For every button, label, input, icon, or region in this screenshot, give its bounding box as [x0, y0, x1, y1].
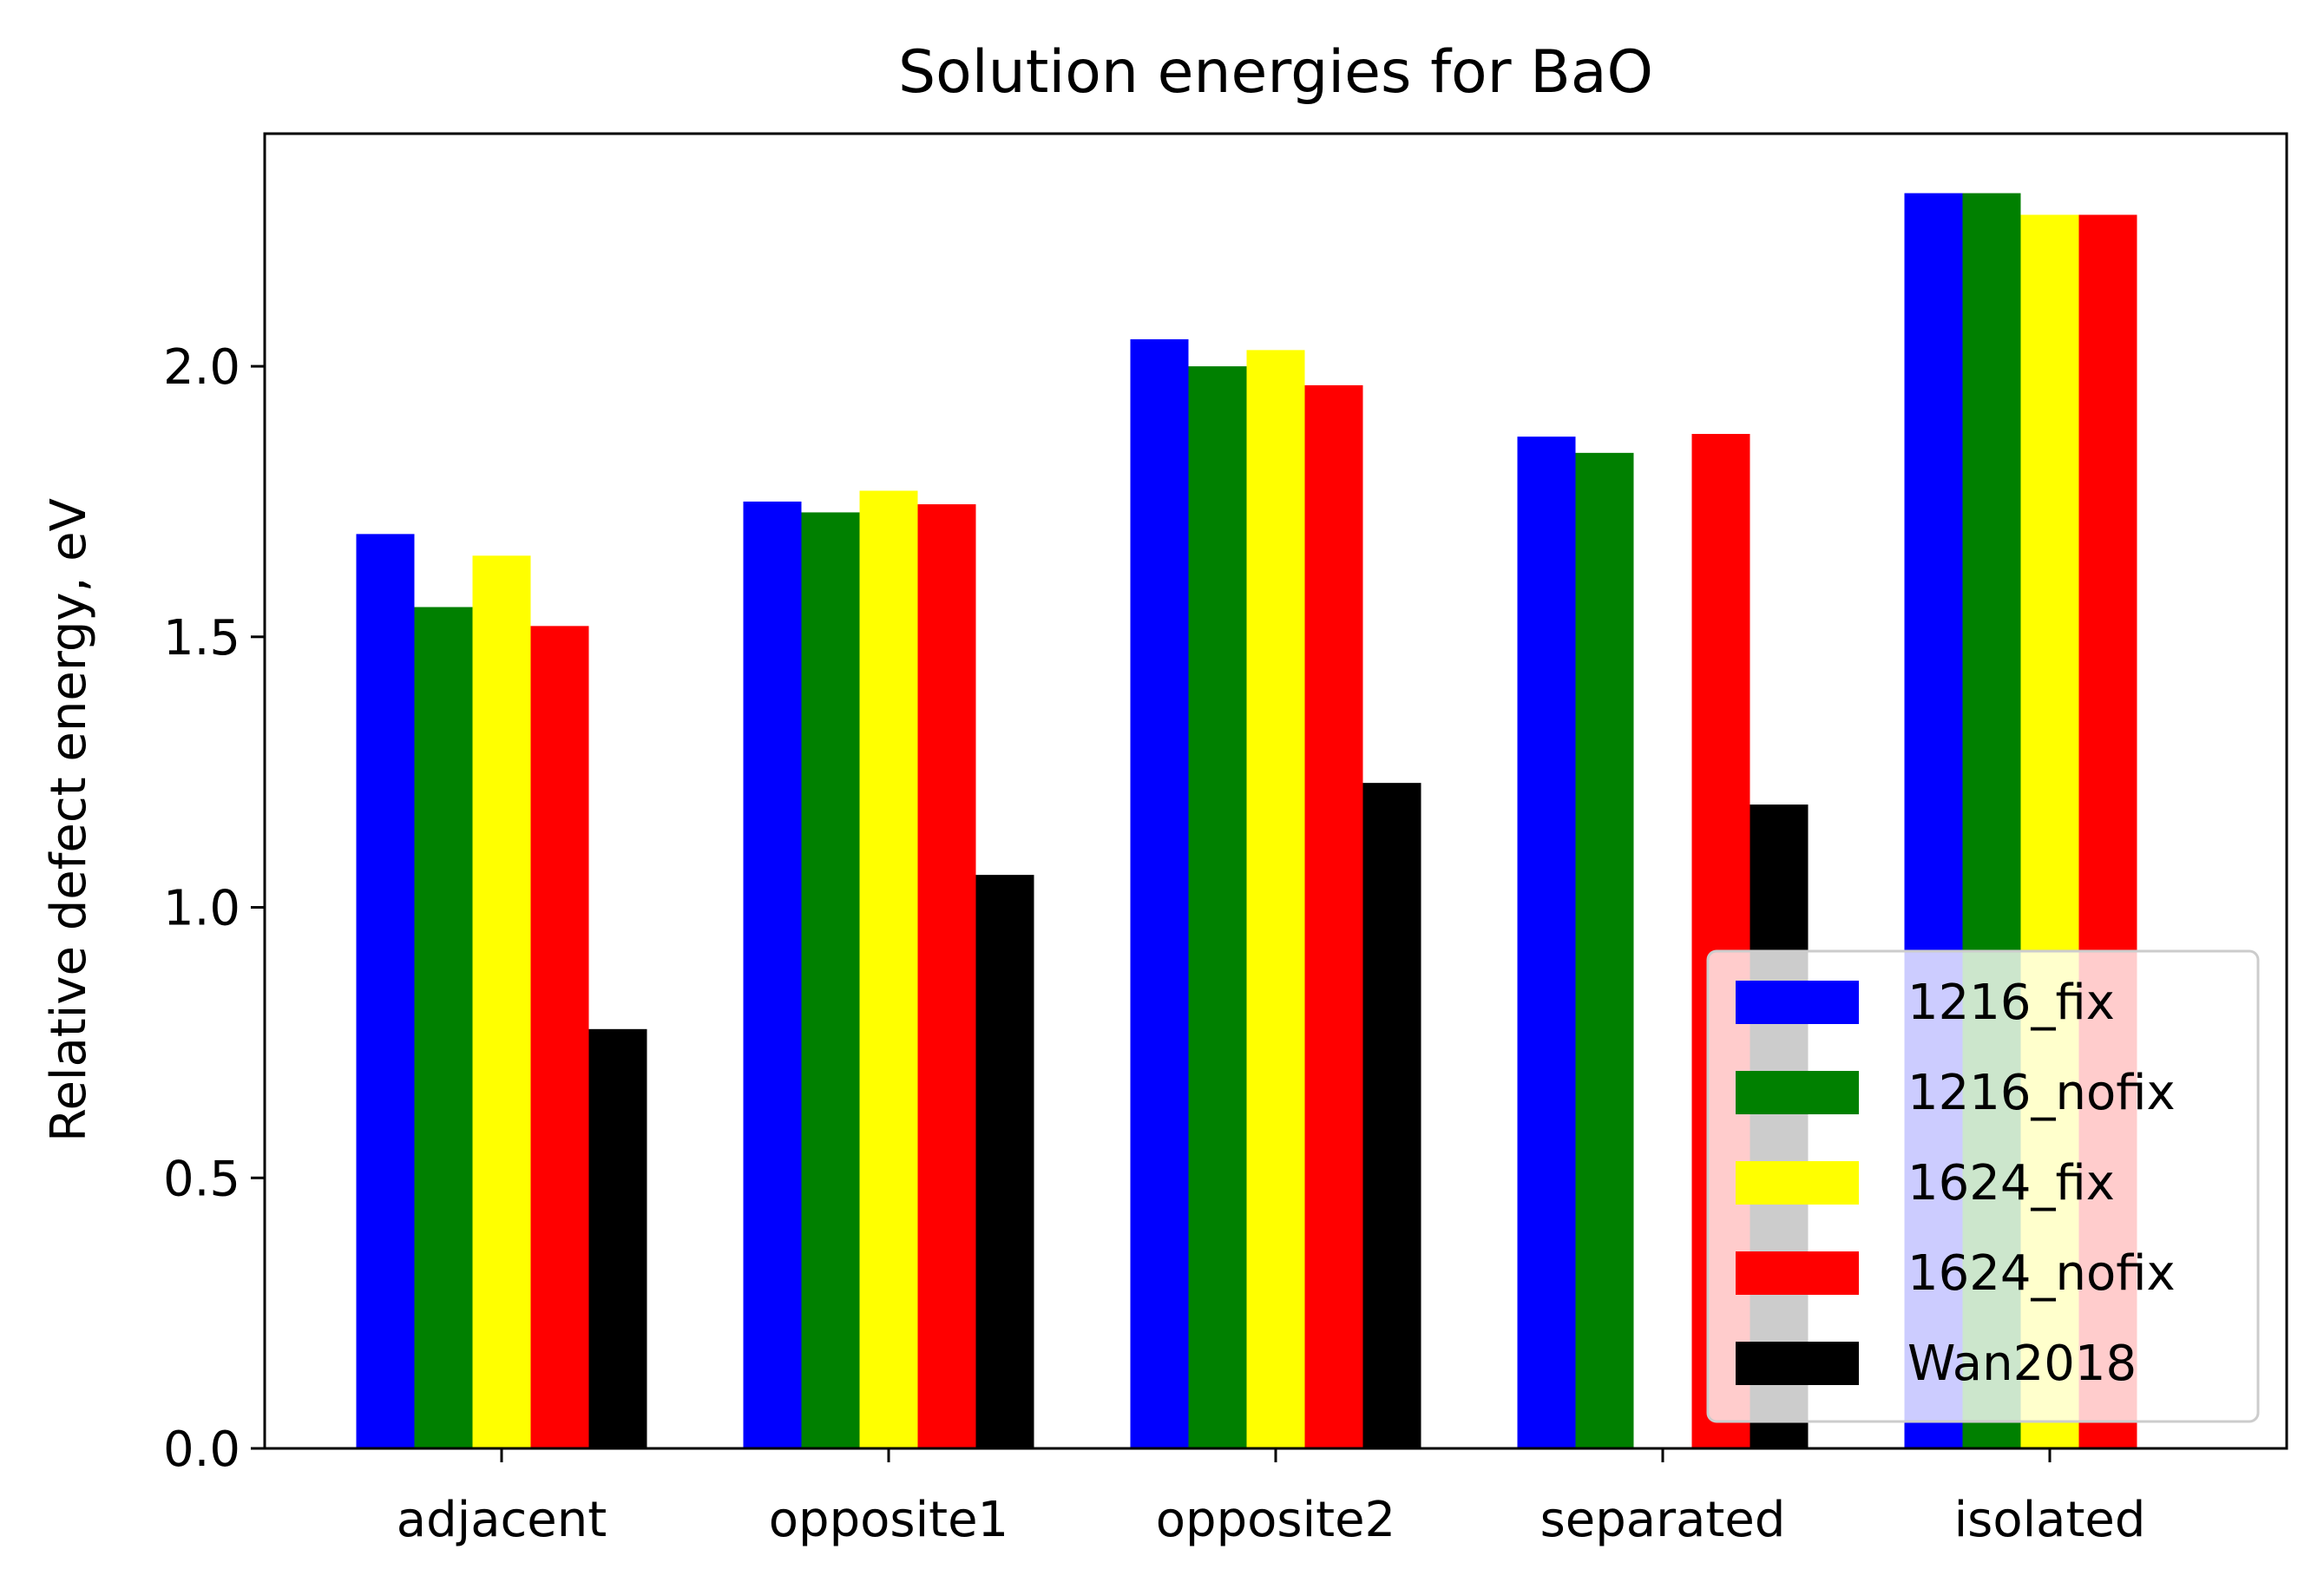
legend-swatch — [1736, 1342, 1859, 1385]
bar-1624_fix-opposite1 — [859, 490, 918, 1449]
y-tick-label: 1.5 — [163, 610, 240, 666]
bar-Wan2018-adjacent — [588, 1028, 647, 1448]
y-axis-ticks: 0.0 0.5 1.0 1.5 2.0 — [163, 339, 265, 1478]
bar-1216_nofix-opposite2 — [1188, 366, 1247, 1448]
bar-1216_fix-opposite1 — [743, 501, 802, 1448]
bar-1624_fix-opposite2 — [1246, 350, 1305, 1449]
legend-label: 1216_nofix — [1907, 1065, 2176, 1121]
bar-1216_fix-separated — [1517, 437, 1576, 1449]
legend-swatch — [1736, 1251, 1859, 1295]
y-tick-label: 0.0 — [163, 1422, 240, 1478]
legend-swatch — [1736, 1071, 1859, 1114]
legend-box — [1706, 949, 2260, 1423]
legend: 1216_fix 1216_nofix 1624_fix 1624_nofix Wan2… — [1706, 949, 2260, 1423]
x-tick-label: adjacent — [397, 1492, 607, 1548]
bar-1216_nofix-opposite1 — [801, 512, 860, 1449]
x-tick-label: separated — [1540, 1492, 1786, 1548]
bar-1624_nofix-opposite2 — [1304, 384, 1363, 1448]
bar-1216_nofix-separated — [1575, 452, 1634, 1448]
bar-Wan2018-opposite1 — [975, 875, 1034, 1448]
y-tick-label: 2.0 — [163, 339, 240, 396]
x-tick-label: isolated — [1954, 1492, 2146, 1548]
legend-swatch — [1736, 981, 1859, 1024]
y-axis-label: Relative defect energy, eV — [41, 498, 97, 1142]
bar-1624_nofix-opposite1 — [917, 504, 976, 1448]
bar-1624_nofix-adjacent — [530, 626, 589, 1448]
x-tick-label: opposite1 — [769, 1492, 1008, 1548]
legend-label: Wan2018 — [1907, 1336, 2137, 1392]
plot-frame — [263, 132, 2288, 1450]
legend-swatch — [1736, 1161, 1859, 1205]
legend-label: 1216_fix — [1907, 975, 2115, 1031]
y-tick-label: 0.5 — [163, 1151, 240, 1207]
bar-Wan2018-opposite2 — [1362, 783, 1421, 1448]
bar-1216_fix-adjacent — [356, 534, 415, 1448]
bar-1624_fix-adjacent — [472, 555, 531, 1448]
bar-1216_fix-opposite2 — [1130, 338, 1189, 1448]
legend-label: 1624_fix — [1907, 1155, 2115, 1211]
legend-label: 1624_nofix — [1907, 1245, 2176, 1302]
bar-1216_nofix-adjacent — [414, 607, 473, 1448]
x-axis-ticks: adjacent opposite1 opposite2 separated isola… — [397, 1448, 2146, 1548]
x-tick-label: opposite2 — [1156, 1492, 1395, 1548]
y-tick-label: 1.0 — [163, 881, 240, 937]
chart-title: Solution energies for BaO — [898, 38, 1653, 107]
